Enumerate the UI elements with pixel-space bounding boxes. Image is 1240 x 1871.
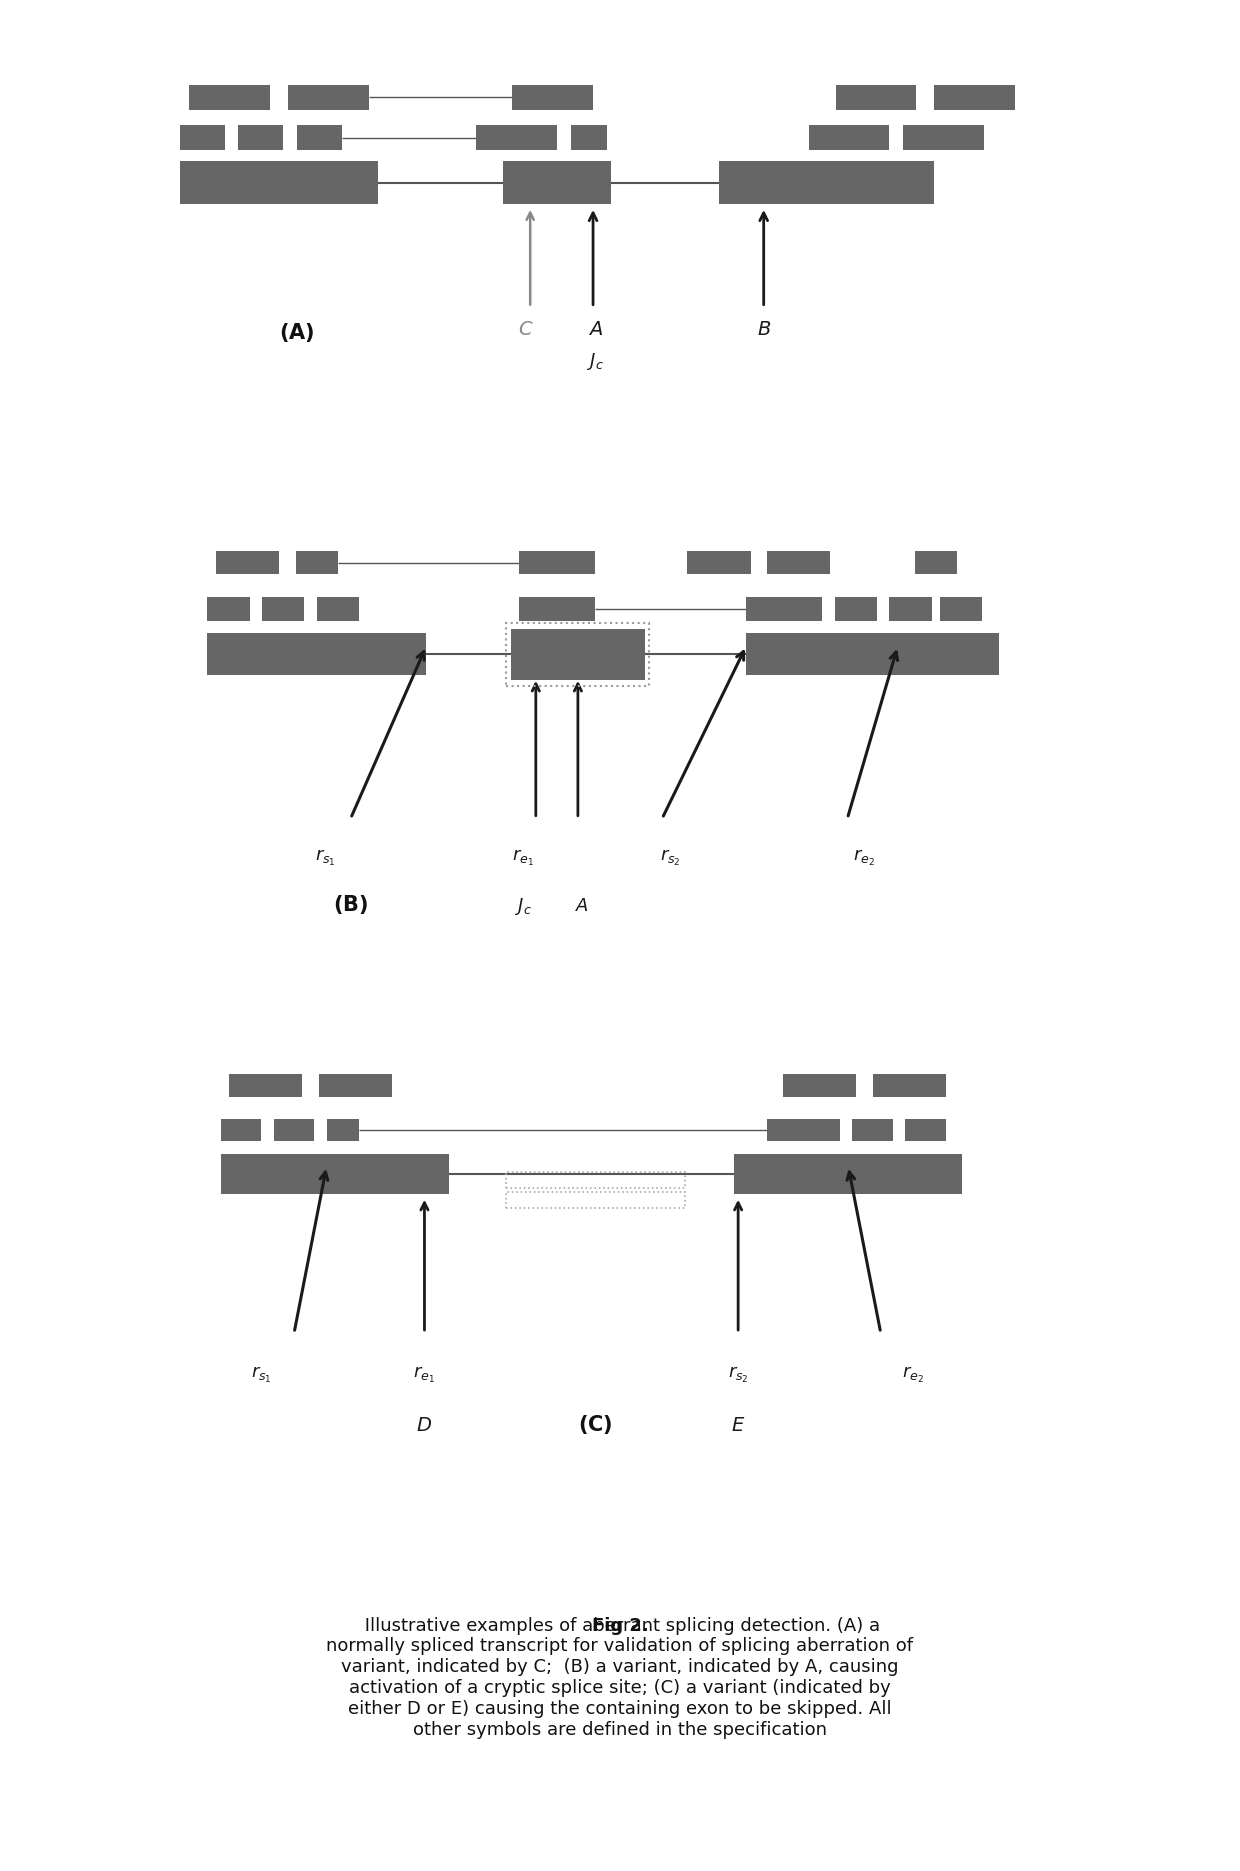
- Text: $E$: $E$: [732, 1416, 745, 1435]
- Text: $\mathbf{(B)}$: $\mathbf{(B)}$: [334, 892, 368, 917]
- Bar: [207, 634, 427, 675]
- Bar: [511, 629, 645, 679]
- Bar: [934, 84, 1016, 110]
- Bar: [836, 84, 916, 110]
- Bar: [180, 125, 224, 150]
- Text: $A$: $A$: [588, 320, 604, 339]
- Bar: [687, 550, 750, 574]
- Bar: [238, 125, 283, 150]
- Bar: [317, 597, 360, 621]
- Bar: [506, 623, 650, 685]
- Text: $J_c$: $J_c$: [515, 896, 532, 917]
- Bar: [229, 1074, 303, 1096]
- Bar: [570, 125, 606, 150]
- Bar: [274, 1119, 315, 1141]
- Bar: [503, 161, 611, 204]
- Text: $r_{s_1}$: $r_{s_1}$: [252, 1364, 272, 1385]
- Text: $r_{e_1}$: $r_{e_1}$: [413, 1364, 435, 1385]
- Bar: [520, 550, 595, 574]
- Bar: [506, 1192, 686, 1209]
- Bar: [873, 1074, 946, 1096]
- Text: $r_{e_1}$: $r_{e_1}$: [512, 848, 534, 868]
- Text: $D$: $D$: [417, 1416, 433, 1435]
- Text: $\mathbf{(A)}$: $\mathbf{(A)}$: [279, 322, 315, 344]
- Bar: [188, 84, 270, 110]
- Bar: [719, 161, 934, 204]
- Text: $\mathbf{(C)}$: $\mathbf{(C)}$: [578, 1413, 613, 1435]
- Text: $r_{e_2}$: $r_{e_2}$: [903, 1364, 924, 1385]
- Bar: [903, 125, 983, 150]
- Bar: [808, 125, 889, 150]
- Bar: [288, 84, 368, 110]
- Bar: [905, 1119, 946, 1141]
- Text: $r_{s_2}$: $r_{s_2}$: [660, 848, 681, 868]
- Bar: [319, 1074, 392, 1096]
- Bar: [216, 550, 279, 574]
- Bar: [889, 597, 931, 621]
- Bar: [476, 125, 557, 150]
- Bar: [512, 84, 593, 110]
- Bar: [207, 597, 249, 621]
- Bar: [782, 1074, 857, 1096]
- Bar: [221, 1154, 449, 1194]
- Text: Illustrative examples of aberrant splicing detection. (A) a
normally spliced tra: Illustrative examples of aberrant splici…: [326, 1617, 914, 1738]
- Bar: [296, 550, 339, 574]
- Bar: [221, 1119, 262, 1141]
- Bar: [296, 125, 341, 150]
- Bar: [768, 550, 831, 574]
- Bar: [852, 1119, 893, 1141]
- Bar: [262, 597, 304, 621]
- Bar: [915, 550, 957, 574]
- Bar: [746, 634, 999, 675]
- Text: $B$: $B$: [756, 320, 771, 339]
- Text: $r_{e_2}$: $r_{e_2}$: [853, 848, 875, 868]
- Bar: [746, 597, 822, 621]
- Text: $J_c$: $J_c$: [588, 352, 604, 372]
- Bar: [734, 1154, 962, 1194]
- Text: $C$: $C$: [518, 320, 533, 339]
- Bar: [766, 1119, 839, 1141]
- Bar: [506, 1171, 686, 1188]
- Text: $A$: $A$: [575, 898, 589, 915]
- Bar: [180, 161, 377, 204]
- Text: $r_{s_1}$: $r_{s_1}$: [315, 848, 336, 868]
- Bar: [835, 597, 877, 621]
- Text: Fig 2.: Fig 2.: [591, 1617, 649, 1635]
- Bar: [520, 597, 595, 621]
- Bar: [326, 1119, 360, 1141]
- Text: $r_{s_2}$: $r_{s_2}$: [728, 1364, 749, 1385]
- Bar: [940, 597, 982, 621]
